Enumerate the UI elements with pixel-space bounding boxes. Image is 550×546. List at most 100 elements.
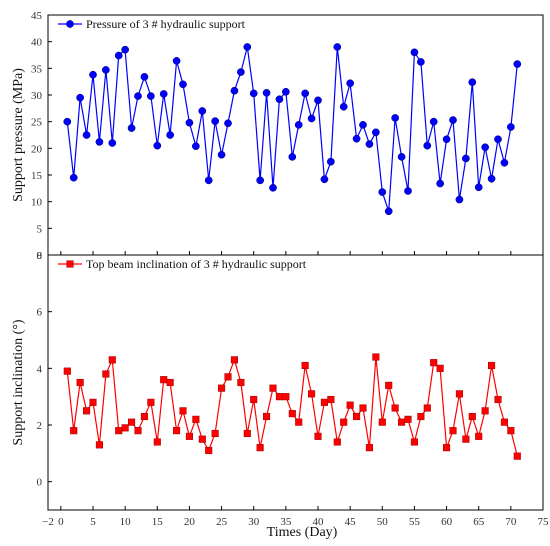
data-point — [108, 356, 116, 364]
data-point — [462, 435, 470, 443]
data-point — [224, 373, 232, 381]
y-tick-label: 30 — [31, 90, 43, 102]
data-point — [404, 415, 412, 423]
data-point — [384, 207, 393, 216]
data-point — [339, 102, 348, 111]
x-tick-label: 35 — [280, 516, 292, 528]
data-point — [507, 123, 515, 131]
data-point — [320, 398, 328, 406]
data-point — [108, 139, 117, 147]
x-tick-label: 50 — [377, 516, 389, 528]
data-point — [153, 438, 161, 446]
data-point — [513, 60, 522, 68]
data-point — [372, 353, 380, 361]
data-point — [179, 80, 187, 89]
data-point — [82, 131, 91, 139]
data-point — [378, 418, 386, 426]
data-point — [449, 116, 457, 124]
data-point — [385, 381, 393, 389]
x-tick-label: 70 — [505, 516, 517, 528]
data-point — [410, 48, 419, 57]
y-tick-label: 5 — [37, 223, 43, 235]
data-point — [153, 141, 162, 150]
data-point — [475, 432, 483, 440]
plot-frame — [47, 254, 544, 511]
data-point — [308, 390, 316, 398]
x-tick-label: 10 — [120, 516, 132, 528]
data-point — [365, 444, 373, 452]
legend-marker — [66, 20, 74, 28]
data-point — [114, 51, 123, 60]
data-point — [417, 58, 425, 66]
data-point — [262, 89, 271, 97]
data-point — [230, 356, 238, 364]
data-point — [172, 57, 181, 65]
x-tick-label: 25 — [216, 516, 228, 528]
data-point — [398, 418, 406, 426]
data-point — [352, 134, 361, 143]
data-point — [320, 175, 329, 184]
data-point — [63, 367, 71, 375]
data-point — [269, 183, 277, 192]
data-point — [140, 73, 149, 81]
data-point — [70, 427, 78, 435]
data-point — [204, 176, 213, 185]
data-point — [128, 418, 136, 426]
data-point — [218, 384, 226, 392]
data-point — [256, 176, 264, 185]
data-point — [468, 78, 477, 87]
legend-marker — [66, 260, 74, 268]
data-point — [230, 86, 239, 95]
x-tick-label: 5 — [90, 516, 96, 528]
data-point — [481, 143, 489, 152]
data-point — [327, 157, 335, 166]
data-point — [314, 96, 322, 105]
data-point — [417, 412, 425, 421]
pressure-chart-panel: 0 5 10 15 20 25 30 35 40 45 Support pressure (MPa)… — [11, 10, 544, 262]
data-point — [443, 444, 451, 452]
x-tick-label: 45 — [345, 516, 357, 528]
data-point — [121, 424, 129, 432]
data-point — [462, 154, 470, 163]
data-point — [314, 432, 322, 440]
data-point — [423, 141, 432, 150]
data-point — [217, 150, 226, 159]
data-point — [69, 173, 78, 182]
data-point — [378, 188, 387, 196]
x-tick-label: 40 — [313, 516, 325, 528]
data-point — [346, 79, 354, 88]
legend-label: Pressure of 3 # hydraulic support — [86, 17, 246, 31]
data-point — [494, 395, 502, 404]
data-point — [481, 407, 489, 415]
x-tick-label: 55 — [409, 516, 421, 528]
data-point — [211, 429, 219, 438]
legend-label: Top beam inclination of 3 # hydraulic su… — [86, 257, 307, 271]
data-point — [487, 174, 496, 183]
data-point — [198, 107, 207, 115]
data-point — [488, 361, 496, 370]
data-point — [500, 418, 508, 426]
data-point — [243, 43, 252, 51]
data-point — [160, 376, 168, 384]
data-point — [127, 124, 136, 132]
x-tick-label: 60 — [441, 516, 453, 528]
data-point — [275, 95, 284, 104]
data-point — [327, 395, 335, 404]
x-tick-label: 30 — [248, 516, 260, 528]
data-point — [121, 45, 129, 54]
data-point — [449, 427, 457, 435]
data-point — [275, 393, 283, 401]
data-point — [500, 158, 509, 167]
data-point — [301, 361, 309, 370]
y-tick-label: 0 — [37, 477, 43, 489]
y-tick-label: 0 — [37, 250, 43, 262]
data-point — [423, 404, 431, 412]
y-tick-label: 15 — [31, 170, 43, 182]
data-point — [83, 407, 91, 415]
data-point — [211, 117, 219, 125]
data-point — [249, 89, 258, 98]
data-point — [134, 427, 142, 435]
data-point — [102, 370, 110, 378]
data-point — [307, 114, 316, 123]
